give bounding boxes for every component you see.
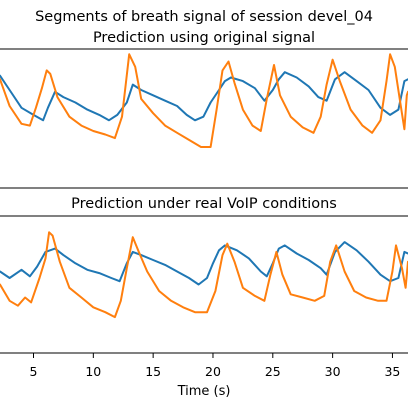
figure-title: Segments of breath signal of session dev… [35, 9, 373, 25]
x-tick-label: 35 [384, 364, 400, 379]
x-axis-label: Time (s) [177, 384, 231, 399]
bottom-chart-title: Prediction under real VoIP conditions [71, 196, 337, 212]
x-axis-ticks: 5 10 15 20 25 30 35 [30, 353, 400, 379]
x-tick-label: 30 [325, 364, 341, 379]
top-series-orange-line [0, 53, 408, 148]
top-chart-title: Prediction using original signal [93, 30, 315, 46]
x-tick-label: 25 [265, 364, 281, 379]
top-axes: Prediction using original signal [0, 30, 408, 189]
top-series-blue-line [0, 71, 408, 122]
bottom-plot-area [0, 231, 408, 319]
x-tick-label: 15 [145, 364, 161, 379]
bottom-axes: Prediction under real VoIP conditions 5 1… [0, 196, 408, 399]
top-plot-area [0, 53, 408, 148]
x-tick-label: 10 [85, 364, 101, 379]
bottom-series-orange-line [0, 231, 408, 319]
x-tick-label: 20 [205, 364, 221, 379]
bottom-series-blue-line [0, 241, 408, 286]
x-tick-label: 5 [30, 364, 38, 379]
